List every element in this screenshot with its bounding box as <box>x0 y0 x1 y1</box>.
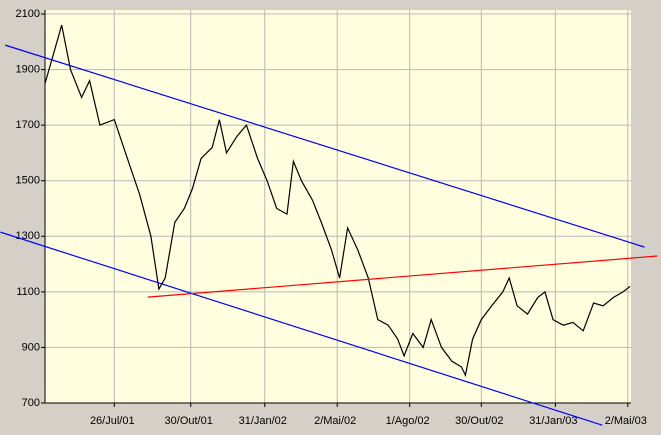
y-tick-label: 700 <box>22 397 40 409</box>
x-tick-label: 31/Jan/02 <box>239 415 287 427</box>
trend-line <box>147 255 658 298</box>
price-line <box>44 24 631 378</box>
x-tick-label: 2/Mai/03 <box>605 415 647 427</box>
x-tick-label: 30/Out/02 <box>455 415 503 427</box>
y-tick-label: 900 <box>22 341 40 353</box>
x-tick-label: 31/Jan/03 <box>529 415 577 427</box>
x-tick-label: 2/Mai/02 <box>314 415 356 427</box>
x-tick-label: 1/Ago/02 <box>386 415 430 427</box>
plot-area <box>45 10 631 403</box>
x-tick-label: 30/Out/01 <box>165 415 213 427</box>
y-tick-label: 2100 <box>16 8 40 20</box>
y-tick-label: 1500 <box>16 175 40 187</box>
trend-line <box>0 231 603 426</box>
x-tick-label: 26/Jul/01 <box>90 415 135 427</box>
y-tick-label: 1900 <box>16 63 40 75</box>
trend-line <box>5 44 645 248</box>
y-tick-label: 1700 <box>16 119 40 131</box>
y-tick-label: 1100 <box>16 286 40 298</box>
